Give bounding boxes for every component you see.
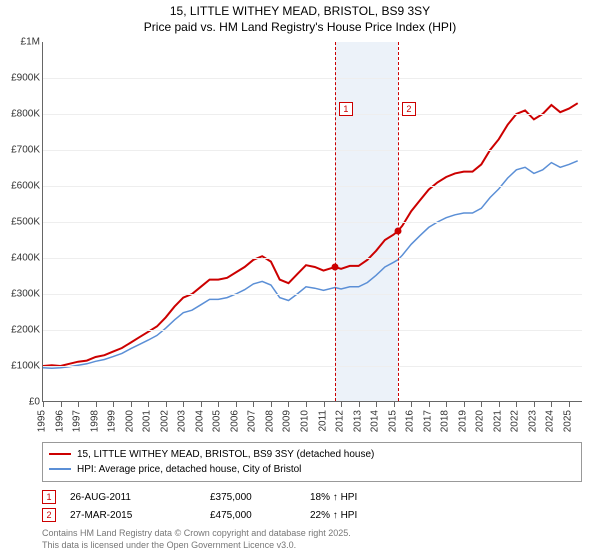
x-tick-label: 2020	[475, 410, 486, 432]
x-tick-label: 2024	[545, 410, 556, 432]
tx-marker: 2	[42, 508, 56, 522]
plot-area: 12	[42, 42, 582, 402]
tx-date: 27-MAR-2015	[70, 510, 210, 521]
tx-price: £375,000	[210, 492, 310, 503]
legend-and-footer: 15, LITTLE WITHEY MEAD, BRISTOL, BS9 3SY…	[42, 442, 582, 551]
y-tick-label: £600K	[0, 181, 40, 192]
y-tick-label: £1M	[0, 37, 40, 48]
legend-swatch-2	[49, 468, 71, 470]
x-tick-label: 2019	[457, 410, 468, 432]
x-tick-label: 2013	[352, 410, 363, 432]
x-tick-label: 2008	[264, 410, 275, 432]
y-tick-label: £0	[0, 397, 40, 408]
legend-label-2: HPI: Average price, detached house, City…	[77, 464, 301, 475]
x-tick-label: 2011	[317, 410, 328, 432]
x-tick-label: 1995	[37, 410, 48, 432]
x-tick-label: 2003	[177, 410, 188, 432]
tx-date: 26-AUG-2011	[70, 492, 210, 503]
title-line-1: 15, LITTLE WITHEY MEAD, BRISTOL, BS9 3SY	[0, 4, 600, 20]
y-tick-label: £500K	[0, 217, 40, 228]
tx-marker: 1	[42, 490, 56, 504]
footer-line-2: This data is licensed under the Open Gov…	[42, 540, 582, 552]
x-tick-label: 2000	[124, 410, 135, 432]
tx-diff: 18% ↑ HPI	[310, 492, 420, 503]
title-line-2: Price paid vs. HM Land Registry's House …	[0, 20, 600, 36]
x-tick-label: 2022	[510, 410, 521, 432]
legend-swatch-1	[49, 453, 71, 455]
y-tick-label: £200K	[0, 325, 40, 336]
x-tick-label: 2017	[422, 410, 433, 432]
x-tick-label: 2025	[562, 410, 573, 432]
transaction-table: 1 26-AUG-2011£375,00018% ↑ HPI 2 27-MAR-201…	[42, 488, 582, 524]
chart-title-block: 15, LITTLE WITHEY MEAD, BRISTOL, BS9 3SY…	[0, 0, 600, 35]
legend-item-2: HPI: Average price, detached house, City…	[49, 462, 575, 477]
chart-container: 15, LITTLE WITHEY MEAD, BRISTOL, BS9 3SY…	[0, 0, 600, 560]
x-tick-label: 2010	[299, 410, 310, 432]
x-tick-label: 2018	[440, 410, 451, 432]
transaction-row: 1 26-AUG-2011£375,00018% ↑ HPI	[42, 488, 582, 506]
x-tick-label: 2005	[212, 410, 223, 432]
y-tick-label: £800K	[0, 109, 40, 120]
x-tick-label: 2009	[282, 410, 293, 432]
vline-marker: 2	[402, 102, 416, 116]
y-tick-label: £400K	[0, 253, 40, 264]
legend-label-1: 15, LITTLE WITHEY MEAD, BRISTOL, BS9 3SY…	[77, 449, 374, 460]
x-tick-label: 1996	[54, 410, 65, 432]
x-tick-label: 2002	[159, 410, 170, 432]
x-tick-label: 1997	[72, 410, 83, 432]
tx-diff: 22% ↑ HPI	[310, 510, 420, 521]
x-tick-label: 2021	[492, 410, 503, 432]
y-tick-label: £100K	[0, 361, 40, 372]
footer-text: Contains HM Land Registry data © Crown c…	[42, 528, 582, 551]
y-tick-label: £900K	[0, 73, 40, 84]
x-tick-label: 2014	[370, 410, 381, 432]
vline-marker: 1	[339, 102, 353, 116]
x-tick-label: 2001	[142, 410, 153, 432]
legend-box: 15, LITTLE WITHEY MEAD, BRISTOL, BS9 3SY…	[42, 442, 582, 482]
tx-price: £475,000	[210, 510, 310, 521]
x-tick-label: 2004	[194, 410, 205, 432]
x-tick-label: 1998	[89, 410, 100, 432]
x-tick-label: 1999	[107, 410, 118, 432]
x-tick-label: 2015	[387, 410, 398, 432]
transaction-row: 2 27-MAR-2015£475,00022% ↑ HPI	[42, 506, 582, 524]
x-tick-label: 2023	[527, 410, 538, 432]
y-tick-label: £700K	[0, 145, 40, 156]
footer-line-1: Contains HM Land Registry data © Crown c…	[42, 528, 582, 540]
x-tick-label: 2006	[229, 410, 240, 432]
legend-item-1: 15, LITTLE WITHEY MEAD, BRISTOL, BS9 3SY…	[49, 447, 575, 462]
y-tick-label: £300K	[0, 289, 40, 300]
x-tick-label: 2012	[335, 410, 346, 432]
x-tick-label: 2007	[247, 410, 258, 432]
x-tick-label: 2016	[405, 410, 416, 432]
